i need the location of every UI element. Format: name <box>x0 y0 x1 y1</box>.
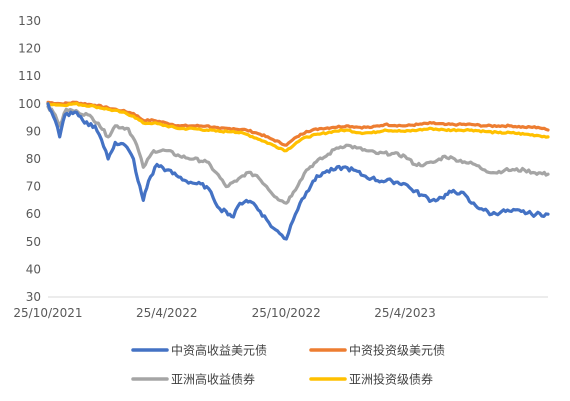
y-tick-label: 70 <box>26 180 41 194</box>
legend-label: 亚洲高收益债券 <box>171 372 255 387</box>
series-line <box>46 105 550 205</box>
x-axis: 25/10/2021 25/4/2022 25/10/2022 25/4/2023 <box>13 306 435 320</box>
y-tick-label: 30 <box>26 290 41 304</box>
y-tick-label: 50 <box>26 235 41 249</box>
y-tick-label: 80 <box>26 152 41 166</box>
x-tick-label: 25/10/2022 <box>252 306 321 320</box>
legend-label: 亚洲投资级债券 <box>349 372 433 387</box>
y-tick-label: 40 <box>26 262 41 276</box>
y-tick-label: 60 <box>26 207 41 221</box>
series-line <box>46 100 550 147</box>
x-tick-label: 25/10/2021 <box>13 306 82 320</box>
x-tick-label: 25/4/2022 <box>136 306 198 320</box>
y-tick-label: 100 <box>18 97 41 111</box>
y-axis: 30 40 50 60 70 80 90 100 110 120 130 <box>18 14 41 304</box>
series-layer <box>46 100 550 241</box>
x-tick-label: 25/4/2023 <box>374 306 436 320</box>
legend-label: 中资高收益美元债 <box>171 343 267 358</box>
series-line <box>46 101 550 153</box>
y-tick-label: 110 <box>18 69 41 83</box>
series-line <box>46 102 550 241</box>
legend-label: 中资投资级美元债 <box>349 343 445 358</box>
y-tick-label: 130 <box>18 14 41 28</box>
y-tick-label: 120 <box>18 42 41 56</box>
y-tick-label: 90 <box>26 124 41 138</box>
